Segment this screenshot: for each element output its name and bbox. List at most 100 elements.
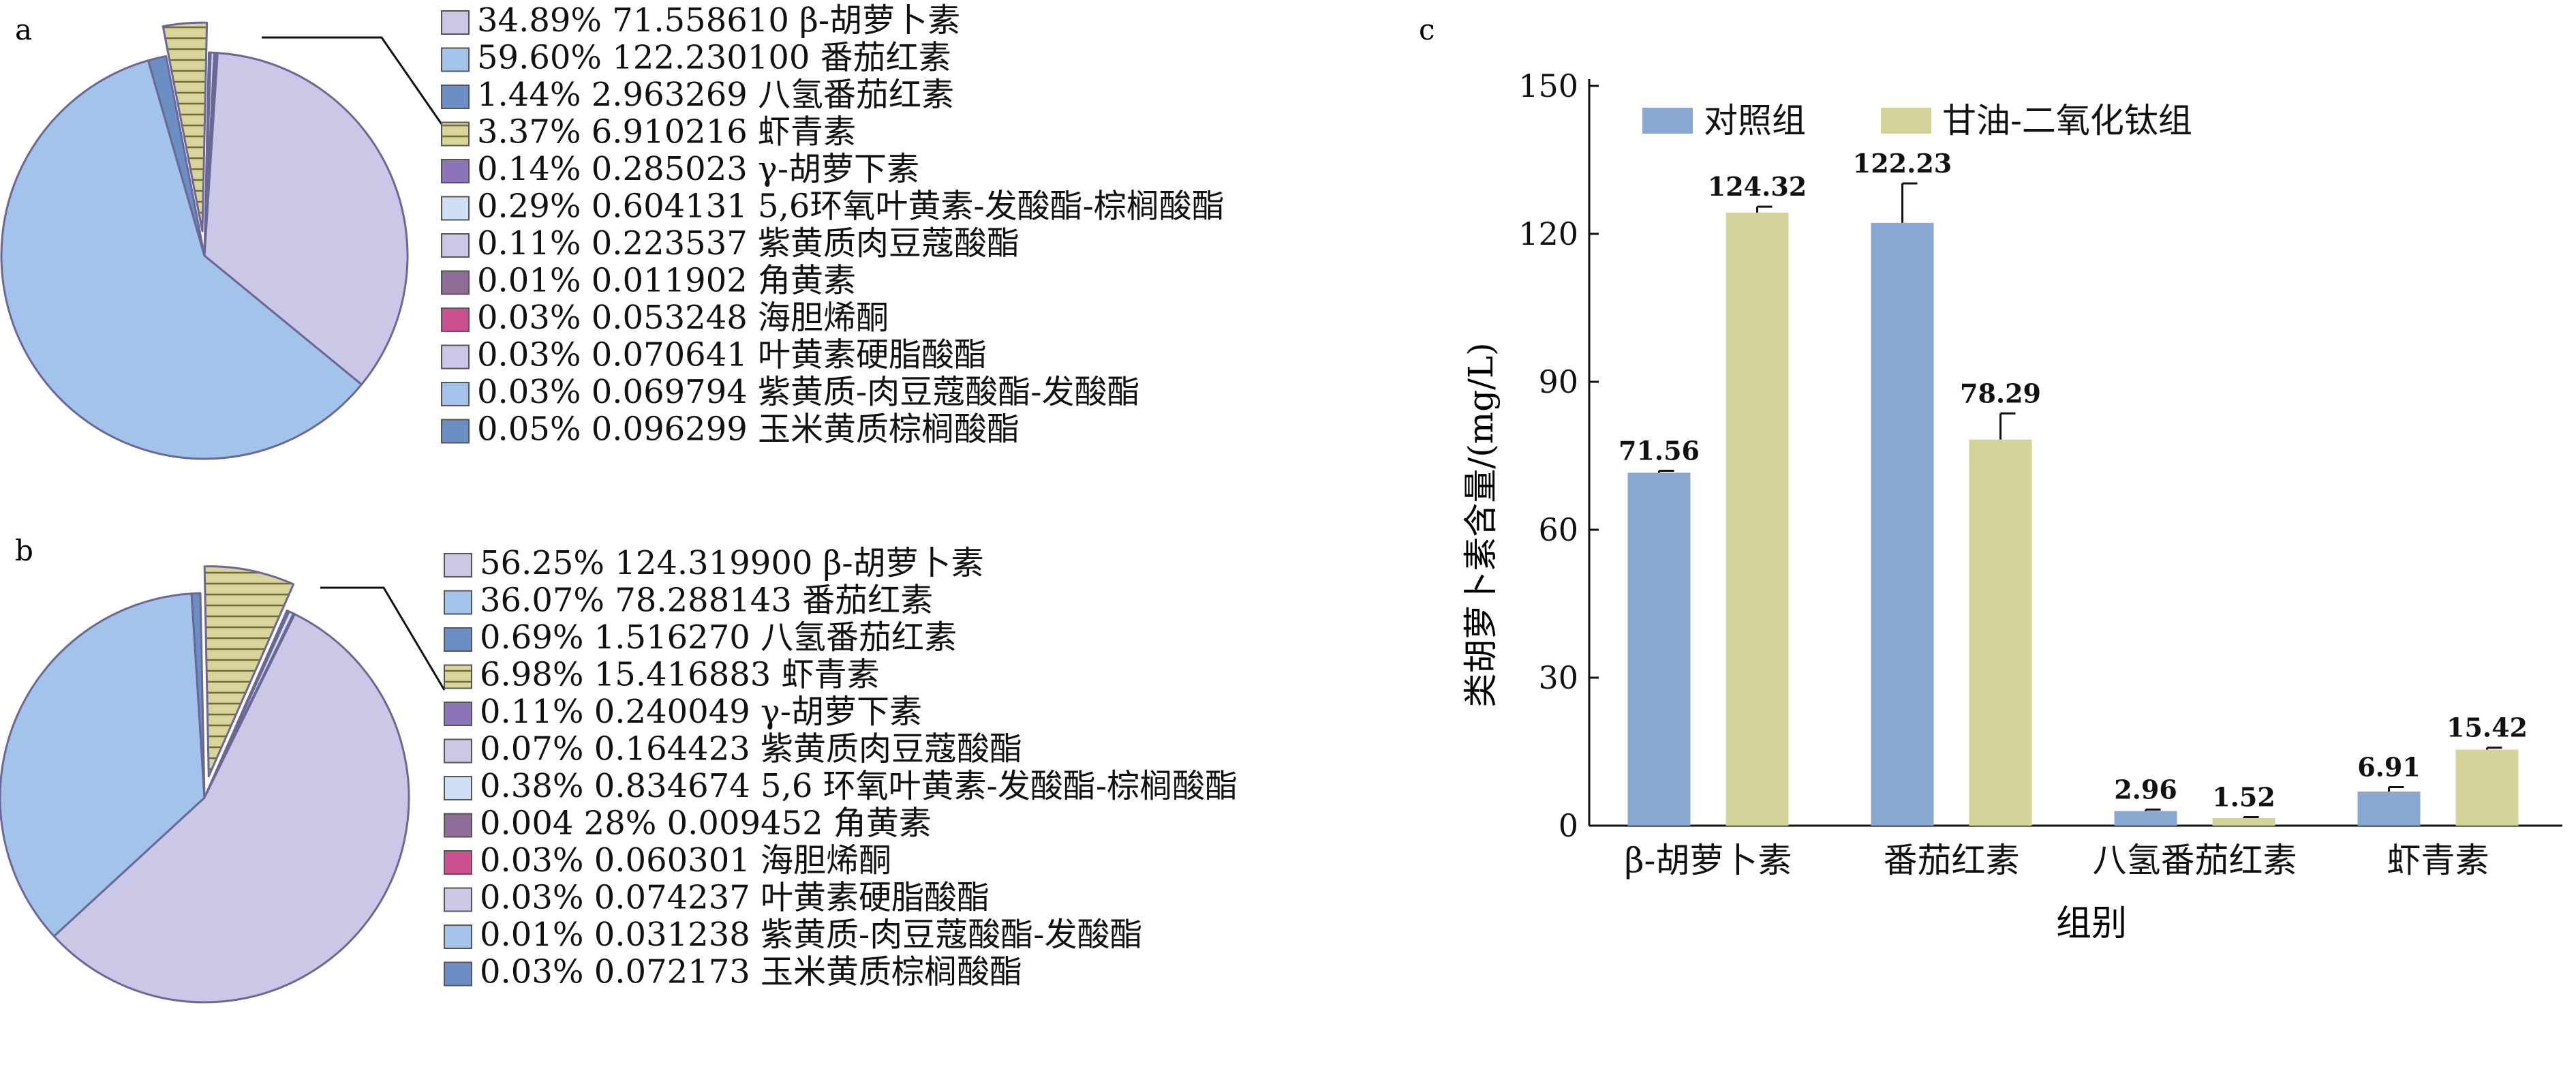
legend-item: 0.004 28% 0.009452 角黄素 xyxy=(444,805,932,843)
legend-item: 3.37% 6.910216 虾青素 xyxy=(441,113,856,151)
legend-swatch xyxy=(441,344,470,370)
legend-item: 0.05% 0.096299 玉米黄质棕榈酸酯 xyxy=(441,410,1019,449)
legend-swatch xyxy=(444,553,472,577)
bar-legend-item: 甘油-二氧化钛组 xyxy=(1881,101,2192,140)
bar-chart-plot: 0 30 60 90 120 150 β-胡萝卜素 71.56 124.32 番茄红素 122.23… xyxy=(1518,67,2562,880)
panel-label-b: b xyxy=(15,534,33,567)
legend-label: 1.44% 2.963269 八氢番茄红素 xyxy=(477,76,954,114)
legend-swatch xyxy=(444,702,472,726)
legend-item: 0.03% 0.074237 叶黄素硬脂酸酯 xyxy=(444,879,990,917)
pie-slice xyxy=(203,565,295,778)
legend-swatch xyxy=(444,887,472,912)
legend-swatch xyxy=(444,664,472,689)
y-tick-label: 30 xyxy=(1538,659,1578,696)
pie-slice xyxy=(0,592,206,937)
legend-item: 56.25% 124.319900 β-胡萝卜素 xyxy=(444,544,984,582)
legend-item: 6.98% 15.416883 虾青素 xyxy=(444,656,880,694)
x-tick-label: 八氢番茄红素 xyxy=(2093,841,2297,880)
legend-item: 1.44% 2.963269 八氢番茄红素 xyxy=(441,76,954,114)
data-label: 6.91 xyxy=(2357,752,2421,783)
legend-swatch xyxy=(444,813,472,838)
y-tick-label: 150 xyxy=(1518,67,1578,104)
pie-slice xyxy=(190,592,206,799)
legend-label: 0.38% 0.834674 5,6 环氧叶黄素-发酸酯-棕榈酸酯 xyxy=(480,767,1238,805)
leader-line xyxy=(262,36,443,125)
pie-b-slices xyxy=(0,565,446,1004)
pie-a-slices xyxy=(0,21,443,460)
legend-swatch xyxy=(441,419,470,444)
bar xyxy=(1627,472,1691,826)
pie-slice xyxy=(162,21,209,232)
y-tick-label: 60 xyxy=(1538,511,1578,548)
legend-label: 56.25% 124.319900 β-胡萝卜素 xyxy=(480,544,984,582)
legend-item: 36.07% 78.288143 番茄红素 xyxy=(444,582,933,620)
legend-label: 36.07% 78.288143 番茄红素 xyxy=(480,582,933,620)
y-tick-label: 120 xyxy=(1518,215,1578,252)
x-tick-label: 番茄红素 xyxy=(1884,841,2020,880)
pie-slice xyxy=(52,613,410,1004)
legend-label: 0.69% 1.516270 八氢番茄红素 xyxy=(480,618,957,657)
legend-swatch xyxy=(444,627,472,652)
legend-swatch xyxy=(441,270,470,295)
legend-item: 0.03% 0.070641 叶黄素硬脂酸酯 xyxy=(441,336,987,374)
data-label: 122.23 xyxy=(1853,148,1952,179)
pie-slice xyxy=(147,55,206,257)
legend-item: 0.38% 0.834674 5,6 环氧叶黄素-发酸酯-棕榈酸酯 xyxy=(444,767,1238,805)
bar xyxy=(2114,811,2177,826)
y-tick-label: 90 xyxy=(1538,363,1578,400)
legend-label: 0.29% 0.604131 5,6环氧叶黄素-发酸酯-棕榈酸酯 xyxy=(477,187,1225,226)
legend-label: 0.07% 0.164423 紫黄质肉豆蔻酸酯 xyxy=(480,730,1022,768)
pie-slice xyxy=(0,59,363,460)
data-label: 1.52 xyxy=(2212,782,2275,813)
bar-chart-c: c 0 30 60 90 120 150 β-胡萝卜素 71.56 124.32 番茄红素 122.… xyxy=(1419,13,2562,944)
legend-label: 0.14% 0.285023 γ-胡萝下素 xyxy=(477,150,919,188)
legend-label: 0.01% 0.031238 紫黄质-肉豆蔻酸酯-发酸酯 xyxy=(480,916,1142,954)
legend-item: 0.07% 0.164423 紫黄质肉豆蔻酸酯 xyxy=(444,730,1022,768)
legend-item: 34.89% 71.558610 β-胡萝卜素 xyxy=(441,1,960,40)
legend-swatch xyxy=(441,307,470,332)
legend-swatch xyxy=(444,738,472,764)
legend-item: 0.01% 0.011902 角黄素 xyxy=(441,262,856,300)
legend-label: 0.03% 0.060301 海胆烯酮 xyxy=(480,841,891,880)
legend-swatch xyxy=(441,233,470,258)
legend-label: 0.004 28% 0.009452 角黄素 xyxy=(480,805,932,843)
bar-legend-swatch xyxy=(1642,108,1693,134)
bar-legend-swatch xyxy=(1881,108,1931,134)
legend-swatch xyxy=(441,10,470,35)
legend-item: 0.03% 0.053248 海胆烯酮 xyxy=(441,299,889,337)
legend-label: 59.60% 122.230100 番茄红素 xyxy=(477,39,951,77)
legend-swatch xyxy=(441,121,470,147)
legend-swatch xyxy=(444,776,472,800)
legend-item: 59.60% 122.230100 番茄红素 xyxy=(441,39,951,77)
legend-item: 0.03% 0.069794 紫黄质-肉豆蔻酸酯-发酸酯 xyxy=(441,373,1139,411)
legend-label: 0.03% 0.053248 海胆烯酮 xyxy=(477,299,889,337)
legend-label: 0.01% 0.011902 角黄素 xyxy=(477,262,856,300)
legend-swatch xyxy=(441,85,470,109)
data-label: 124.32 xyxy=(1708,171,1807,202)
bar-legend-label: 甘油-二氧化钛组 xyxy=(1942,101,2192,140)
y-tick-label: 0 xyxy=(1559,807,1578,844)
legend-swatch xyxy=(441,159,470,183)
bar xyxy=(1726,212,1789,826)
legend-label: 3.37% 6.910216 虾青素 xyxy=(477,113,856,151)
legend-item: 0.03% 0.060301 海胆烯酮 xyxy=(444,841,891,880)
legend-label: 0.03% 0.072173 玉米黄质棕榈酸酯 xyxy=(480,953,1022,991)
panel-label-a: a xyxy=(15,13,32,46)
data-label: 15.42 xyxy=(2447,712,2528,743)
bar xyxy=(2212,818,2275,826)
leader-line xyxy=(320,586,446,691)
bar xyxy=(1969,439,2032,826)
legend-swatch xyxy=(444,925,472,949)
legend-item: 0.29% 0.604131 5,6环氧叶黄素-发酸酯-棕榈酸酯 xyxy=(441,187,1225,226)
bar xyxy=(1871,222,1934,826)
bar-legend-item: 对照组 xyxy=(1642,101,1806,140)
legend-label: 34.89% 71.558610 β-胡萝卜素 xyxy=(477,1,960,40)
legend-item: 0.11% 0.223537 紫黄质肉豆蔻酸酯 xyxy=(441,224,1019,262)
legend-swatch xyxy=(444,590,472,615)
x-tick-label: 虾青素 xyxy=(2387,841,2489,880)
bar-legend-label: 对照组 xyxy=(1704,101,1806,140)
bar xyxy=(2455,749,2519,826)
